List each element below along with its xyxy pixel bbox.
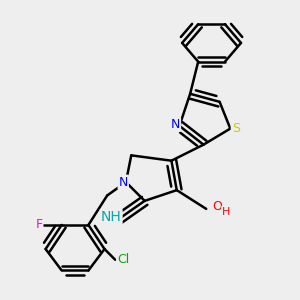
Text: N: N — [118, 176, 128, 189]
Text: O: O — [212, 200, 222, 213]
Text: S: S — [232, 122, 240, 135]
Text: NH: NH — [101, 210, 122, 224]
Text: F: F — [35, 218, 43, 231]
Text: Cl: Cl — [117, 253, 129, 266]
Text: H: H — [222, 207, 230, 217]
Text: N: N — [171, 118, 180, 131]
